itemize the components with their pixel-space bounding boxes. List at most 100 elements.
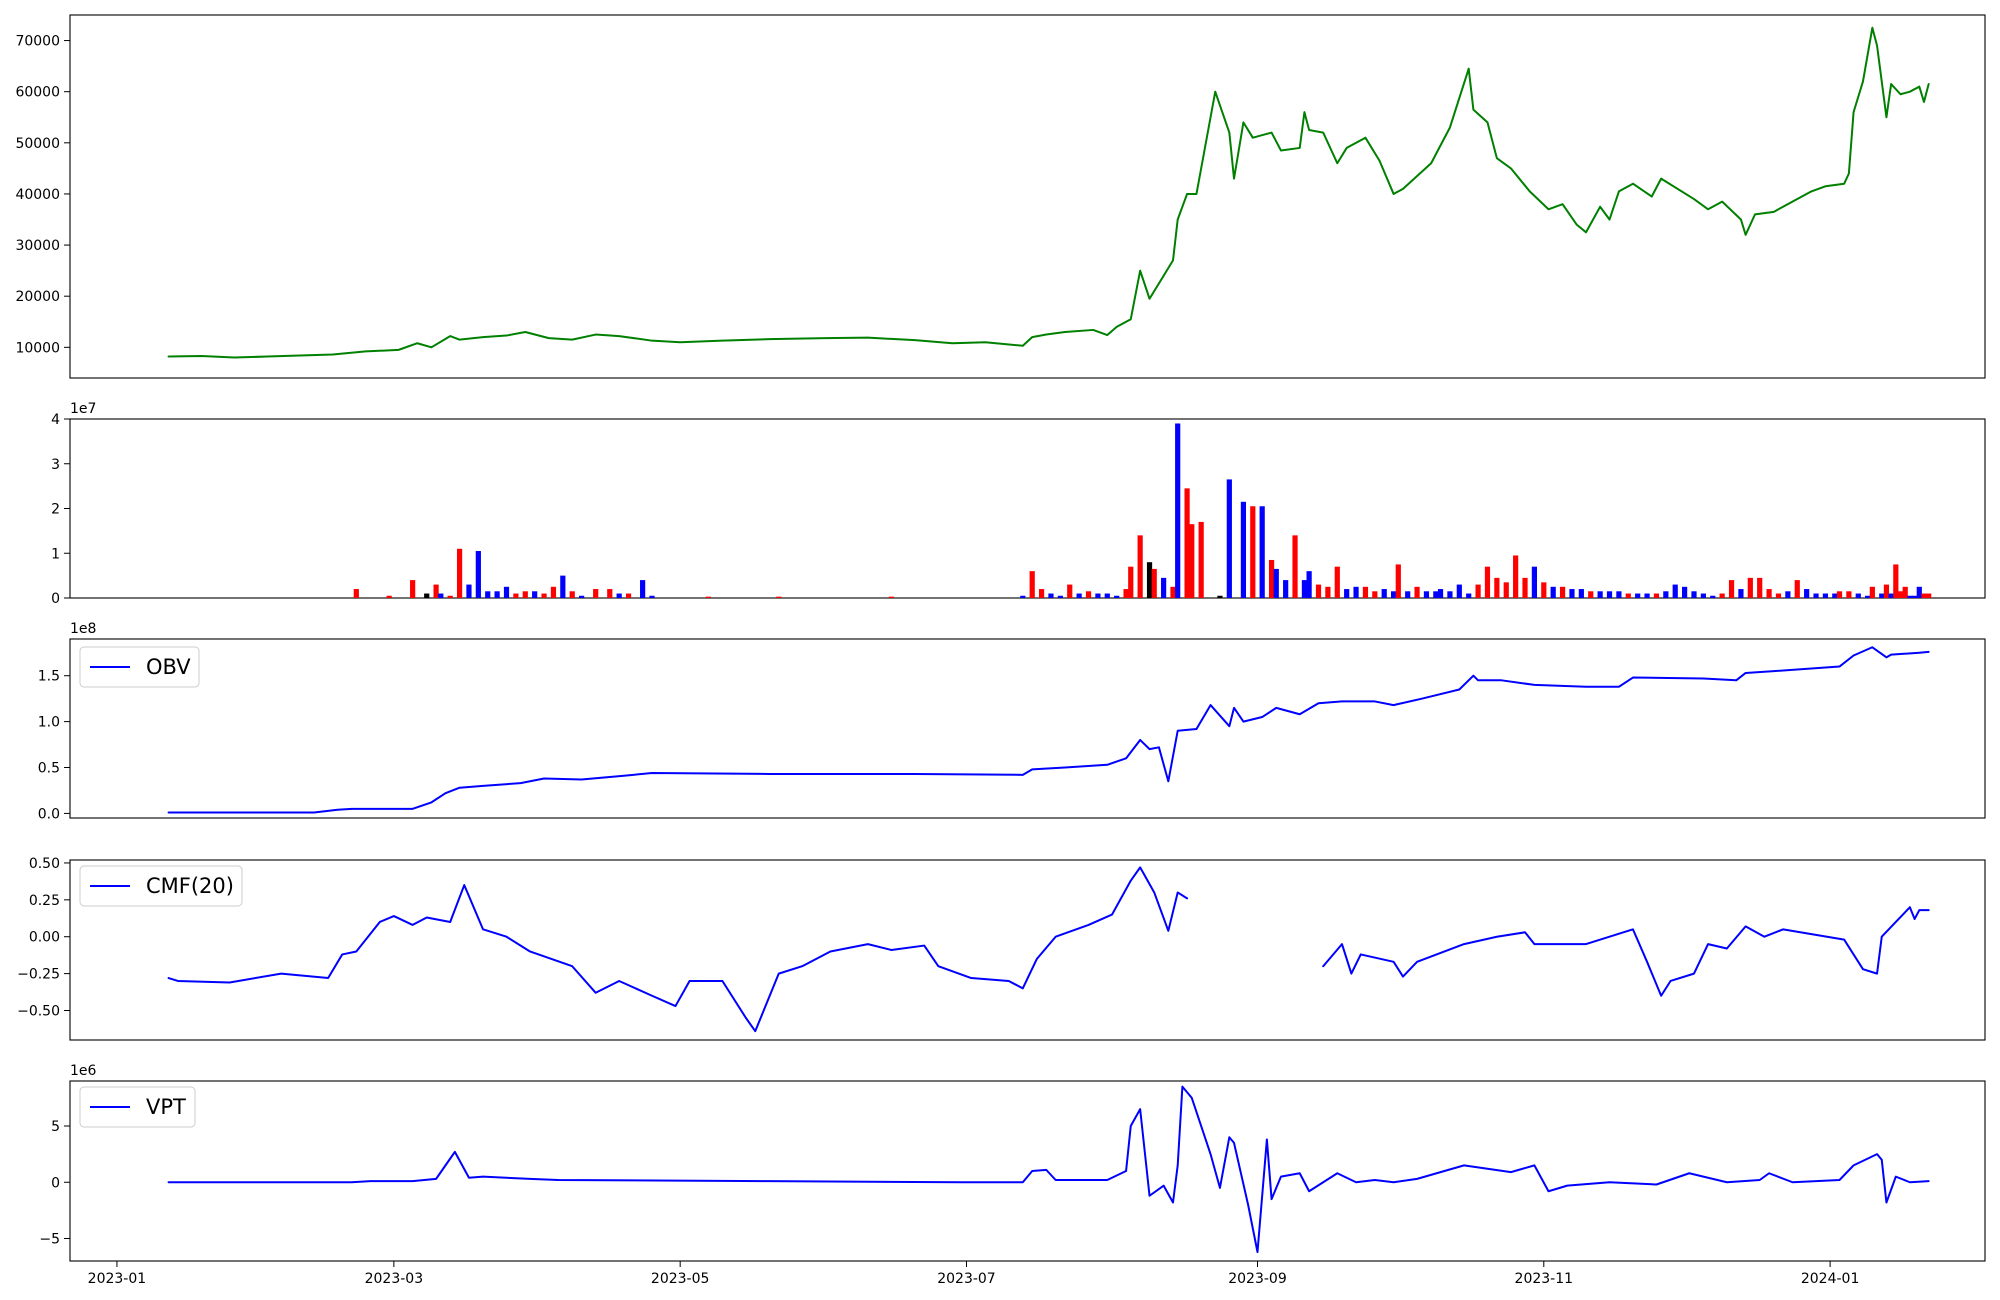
volume-bar xyxy=(1372,591,1378,598)
vpt-legend: VPT xyxy=(79,1086,196,1128)
volume-bar xyxy=(410,580,416,598)
volume-bar xyxy=(1682,586,1688,598)
y-tick-label: −0.50 xyxy=(17,1003,60,1019)
volume-bar xyxy=(1728,580,1735,598)
volume-bar xyxy=(1846,591,1852,598)
volume-bar xyxy=(1146,562,1153,598)
volume-bar xyxy=(1057,595,1063,598)
volume-bar xyxy=(1217,595,1223,598)
volume-bar xyxy=(1625,593,1631,598)
volume-bar xyxy=(1513,555,1519,598)
volume-bar xyxy=(475,551,481,598)
obv-legend-box xyxy=(79,646,200,688)
y-tick-label: 70000 xyxy=(15,34,60,50)
volume-bar xyxy=(1405,591,1411,598)
volume-bar xyxy=(1433,591,1439,598)
x-tick-label: 2023-01 xyxy=(88,1271,147,1287)
volume-bar xyxy=(888,596,894,598)
obv-legend-label: OBV xyxy=(146,655,191,679)
volume-bar xyxy=(560,575,566,598)
volume-bar xyxy=(550,586,557,598)
volume-bar xyxy=(776,596,782,598)
vpt-panel: 1e6 VPT −5 0 5 xyxy=(39,1063,1986,1262)
y-tick-label: 0.00 xyxy=(29,930,60,946)
volume-bar xyxy=(1897,591,1904,598)
volume-bar xyxy=(1315,584,1322,598)
volume-bar xyxy=(1250,506,1256,598)
volume-bar xyxy=(433,584,439,598)
volume-bar xyxy=(1114,595,1120,598)
volume-bar xyxy=(1240,501,1247,598)
volume-bar xyxy=(1616,591,1622,598)
volume-bar xyxy=(1926,593,1932,598)
obv-scale-label: 1e8 xyxy=(70,621,96,637)
y-tick-label: −0.25 xyxy=(17,967,60,983)
volume-bar xyxy=(522,591,528,598)
y-tick-label: 0.5 xyxy=(38,761,60,777)
y-tick-label: −5 xyxy=(39,1232,60,1248)
volume-bar xyxy=(466,584,472,598)
y-tick-label: 1.5 xyxy=(38,669,60,685)
y-tick-label: 20000 xyxy=(15,289,60,305)
series-line xyxy=(167,866,1189,1033)
volume-bar xyxy=(456,548,463,598)
y-tick-label: 3 xyxy=(51,457,60,473)
volume-bar xyxy=(1292,535,1298,598)
volume-bar xyxy=(1550,586,1556,598)
volume-bar xyxy=(1855,593,1861,598)
volume-bar xyxy=(1531,566,1538,598)
volume-bar xyxy=(649,595,655,598)
volume-bar xyxy=(424,593,430,598)
volume-bar xyxy=(1503,582,1509,598)
y-tick-label: 4 xyxy=(51,412,60,428)
volume-bar xyxy=(1888,593,1894,598)
cmf-legend-label: CMF(20) xyxy=(146,874,234,898)
volume-bar xyxy=(1344,589,1350,598)
volume-bar xyxy=(1447,591,1453,598)
volume-bar xyxy=(1128,566,1134,598)
volume-bar xyxy=(1719,593,1725,598)
y-tick-label: 60000 xyxy=(15,85,60,101)
x-tick-label: 2023-05 xyxy=(651,1271,710,1287)
shared-x-axis: 2023-01 2023-03 2023-05 2023-07 2023-09 2023-… xyxy=(88,1261,1859,1287)
volume-bar xyxy=(1902,586,1908,598)
volume-bar xyxy=(485,591,491,598)
volume-bar xyxy=(1362,586,1369,598)
volume-bar xyxy=(1381,589,1387,598)
volume-bar xyxy=(1095,593,1101,598)
volume-bar xyxy=(1414,586,1420,598)
y-tick-label: 40000 xyxy=(15,187,60,203)
volume-bar xyxy=(1804,589,1810,598)
volume-bar xyxy=(1423,591,1430,598)
volume-bar xyxy=(1691,591,1697,598)
volume-bar xyxy=(1700,593,1706,598)
volume-bar xyxy=(1653,593,1660,598)
volume-bar xyxy=(705,596,711,598)
volume-bar xyxy=(438,593,444,598)
volume-bar xyxy=(1822,593,1829,598)
volume-bar xyxy=(1170,586,1176,598)
volume-bar xyxy=(1104,593,1110,598)
volume-bar xyxy=(1606,591,1613,598)
volume-bar xyxy=(1893,564,1899,598)
volume-bar xyxy=(1916,586,1922,598)
volume-bar xyxy=(1020,595,1026,598)
x-tick-label: 2023-07 xyxy=(937,1271,996,1287)
volume-bar xyxy=(1076,593,1082,598)
volume-bar xyxy=(1644,593,1650,598)
volume-bar xyxy=(1911,595,1918,598)
volume-bar xyxy=(1226,479,1232,598)
volume-bar xyxy=(1757,577,1763,598)
volume-bar xyxy=(1137,535,1143,598)
volume-bar xyxy=(1198,521,1204,598)
volume-bar xyxy=(1559,586,1566,598)
volume-bar xyxy=(1301,580,1308,598)
price-panel: 10000 20000 30000 40000 50000 60000 70000 xyxy=(15,14,1986,379)
volume-bar xyxy=(1588,591,1594,598)
volume-bar xyxy=(1029,571,1035,598)
volume-bar xyxy=(1672,584,1678,598)
volume-bar xyxy=(532,591,538,598)
series-line xyxy=(167,26,1930,359)
obv-legend: OBV xyxy=(79,646,200,688)
volume-bar xyxy=(1766,589,1772,598)
